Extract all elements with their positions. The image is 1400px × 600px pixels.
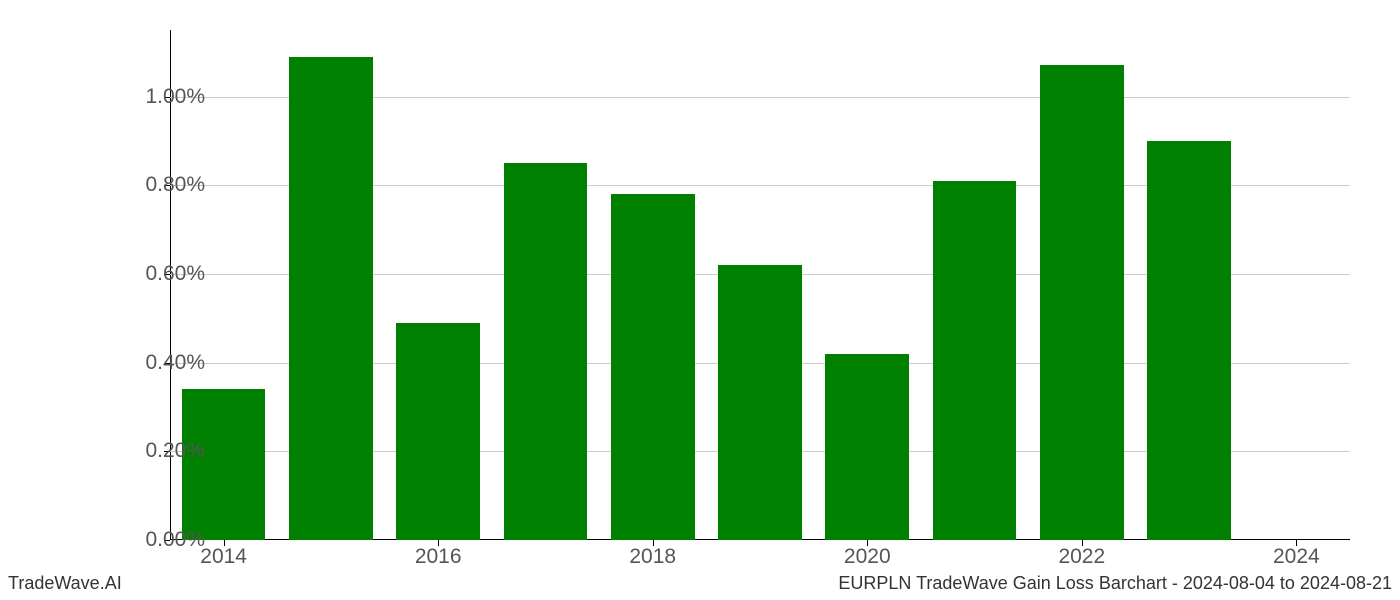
x-tick-label: 2018 <box>629 545 676 569</box>
bar <box>611 194 695 540</box>
bar <box>1147 141 1231 540</box>
y-tick-label: 0.00% <box>105 528 205 552</box>
y-tick-label: 0.20% <box>105 439 205 463</box>
bar <box>182 389 266 540</box>
bar <box>1040 65 1124 540</box>
plot-area <box>170 30 1350 540</box>
bar <box>396 323 480 540</box>
y-tick-label: 0.60% <box>105 262 205 286</box>
footer-caption: EURPLN TradeWave Gain Loss Barchart - 20… <box>838 573 1392 594</box>
bar <box>825 354 909 540</box>
x-tick-label: 2020 <box>844 545 891 569</box>
x-tick-label: 2014 <box>200 545 247 569</box>
bar <box>504 163 588 540</box>
y-tick-label: 0.80% <box>105 173 205 197</box>
x-tick-label: 2016 <box>415 545 462 569</box>
y-tick-label: 1.00% <box>105 85 205 109</box>
bar <box>933 181 1017 540</box>
y-tick-label: 0.40% <box>105 351 205 375</box>
bar-chart <box>170 30 1350 540</box>
footer-brand: TradeWave.AI <box>8 573 122 594</box>
bar <box>289 57 373 540</box>
x-tick-label: 2022 <box>1058 545 1105 569</box>
x-tick-label: 2024 <box>1273 545 1320 569</box>
bar <box>718 265 802 540</box>
